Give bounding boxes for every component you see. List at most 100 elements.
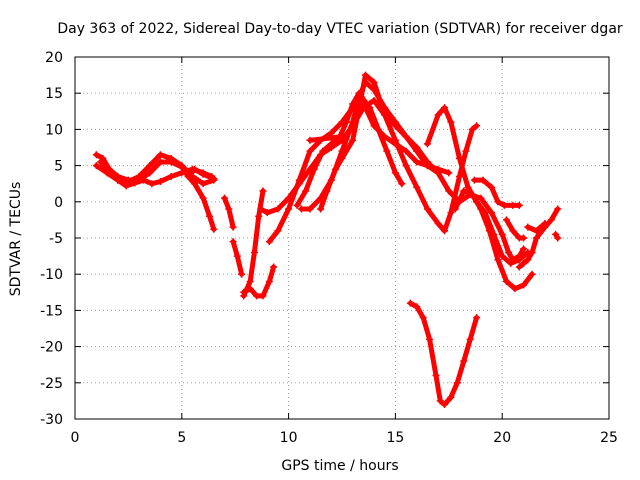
y-tick-label: 0 [54,195,63,211]
data-point-marker [445,169,453,177]
data-point-marker [323,187,331,195]
data-point-marker [441,104,449,112]
data-point-marker [229,238,237,246]
data-point-marker [225,205,233,213]
data-point-marker [419,314,427,322]
axis-ticks: 0 5 10 15 20 25 -30 -25 -20 -15 -10 -5 0 5 10 15 20 [40,50,618,446]
data-point-marker [259,292,267,300]
data-point-marker [515,256,523,264]
data-point-marker [406,299,414,307]
data-point-marker [505,248,513,256]
data-point-marker [413,144,421,151]
data-point-marker [199,194,207,202]
x-tick-label: 15 [386,430,404,446]
y-tick-label: 5 [54,159,63,175]
data-point-marker [306,147,314,155]
data-point-marker [114,172,122,180]
data-point-marker [255,212,263,220]
data-point-marker [146,162,154,170]
data-point-marker [302,187,310,195]
data-point-marker [509,227,517,235]
y-tick-label: 10 [45,122,63,138]
chart-title: Day 363 of 2022, Sidereal Day-to-day VTE… [57,21,623,37]
x-tick-label: 10 [280,430,298,446]
data-point-marker [554,205,562,213]
data-point-marker [122,182,130,190]
data-point-marker [473,122,481,130]
data-point-marker [441,401,449,409]
data-point-marker [502,277,510,285]
data-point-marker [520,281,528,289]
data-point-marker [477,205,485,213]
data-point-marker [199,180,207,188]
y-tick-label: -15 [40,303,63,319]
data-point-marker [229,223,237,231]
series-line: track 13 [318,72,480,234]
data-point-marker [507,259,515,267]
data-point-marker [97,158,105,166]
data-point-marker [532,227,540,235]
data-point-marker [447,118,455,126]
data-point-marker [246,277,254,285]
data-point-marker [310,165,318,173]
data-point-marker [502,216,510,224]
series-line: track 15 [407,300,480,407]
y-axis-label: SDTVAR / TECUs [8,182,24,297]
data-point-marker [515,201,523,209]
data-point-marker [498,230,506,238]
data-point-marker [509,201,517,209]
data-point-marker [124,176,132,184]
data-point-marker [259,187,267,195]
grid [75,57,609,419]
series-line: track 16 [424,105,531,266]
data-point-marker [146,169,154,177]
data-point-marker [178,163,186,171]
data-point-marker [498,252,506,260]
data-point-marker [332,165,340,173]
data-point-marker [423,158,431,166]
x-tick-label: 25 [600,430,618,446]
data-point-marker [238,270,246,278]
data-point-marker [92,151,100,159]
data-point-marker [156,178,164,186]
series-line: track 19 [504,217,527,241]
data-point-marker [391,136,399,144]
data-point-marker [250,248,258,256]
data-point-marker [468,125,476,133]
data-point-marker [265,277,273,285]
data-point-marker [402,162,410,170]
data-point-marker [274,227,282,235]
data-point-marker [520,234,528,242]
y-tick-label: -20 [40,340,63,356]
data-point-marker [485,227,493,235]
data-point-marker [413,183,421,191]
data-point-marker [470,176,478,184]
data-point-marker [263,209,271,217]
data-point-marker [338,133,346,141]
data-point-marker [552,230,560,238]
x-tick-label: 5 [177,430,186,446]
data-point-marker [135,176,143,184]
data-point-marker [370,78,378,86]
data-point-marker [547,216,555,224]
data-point-marker [413,158,421,166]
data-point-marker [191,180,199,188]
data-point-marker [184,172,192,180]
data-point-marker [445,187,453,195]
data-point-marker [210,225,218,233]
data-point-marker [257,205,265,213]
x-tick-label: 20 [493,430,511,446]
data-point-marker [391,118,399,126]
data-point-marker [528,248,536,256]
data-point-marker [191,165,199,173]
y-tick-label: -10 [40,267,63,283]
data-point-marker [342,118,350,126]
data-point-marker [494,198,502,206]
data-point-marker [338,154,346,162]
data-point-marker [451,205,459,213]
data-point-marker [295,176,303,184]
data-point-marker [361,71,369,79]
data-point-marker [156,158,164,166]
series-line: track 14 [307,134,345,143]
